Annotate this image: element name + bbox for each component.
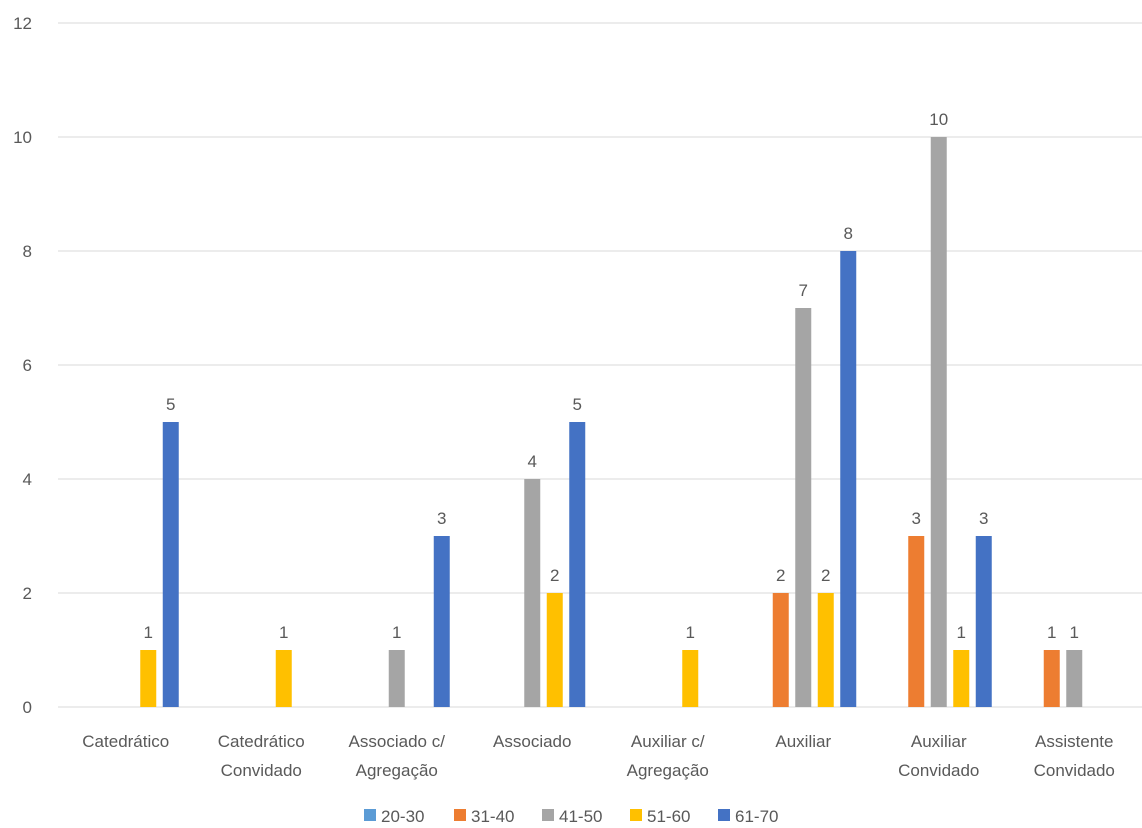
category-label: Convidado [898,761,979,780]
bar [840,251,857,707]
y-axis-tick-labels: 0 2 4 6 8 10 12 [13,14,32,717]
data-label: 5 [573,395,582,414]
bar [772,593,789,707]
y-tick-label: 10 [13,128,32,147]
bar [975,536,992,707]
bar [1066,650,1083,707]
data-label: 10 [929,110,948,129]
y-tick-label: 4 [23,470,32,489]
legend-item: 61-70 [718,807,778,826]
y-tick-label: 8 [23,242,32,261]
category-label: Auxiliar [775,732,831,751]
data-label: 1 [392,623,401,642]
legend-item: 20-30 [364,807,424,826]
category-labels: Catedrático Catedrático Convidado Associado… [82,732,1115,780]
data-label: 3 [979,509,988,528]
category-label: Convidado [221,761,302,780]
data-label: 3 [437,509,446,528]
bar [546,593,563,707]
category-label: Agregação [356,761,438,780]
data-label: 1 [144,623,153,642]
legend-item: 51-60 [630,807,690,826]
bar [524,479,541,707]
legend-swatch [718,809,730,821]
category-label: Assistente [1035,732,1113,751]
legend-item: 41-50 [542,807,602,826]
data-label: 5 [166,395,175,414]
bar [682,650,699,707]
bar [162,422,179,707]
legend-swatch [454,809,466,821]
data-label: 4 [528,452,537,471]
category-label: Auxiliar c/ [631,732,705,751]
legend-label: 31-40 [471,807,514,826]
category-label: Auxiliar [911,732,967,751]
data-label: 3 [912,509,921,528]
bar [433,536,450,707]
data-label: 1 [686,623,695,642]
bar [388,650,405,707]
bars [140,137,1083,707]
bar [930,137,947,707]
bar [569,422,586,707]
data-label: 1 [1070,623,1079,642]
y-tick-label: 2 [23,584,32,603]
bar [795,308,812,707]
category-label: Associado [493,732,571,751]
legend-item: 31-40 [454,807,514,826]
data-label: 8 [844,224,853,243]
category-label: Associado c/ [349,732,446,751]
gridlines [58,22,1142,708]
bar [140,650,157,707]
y-tick-label: 0 [23,698,32,717]
category-label: Catedrático [218,732,305,751]
data-label: 2 [821,566,830,585]
data-label: 7 [799,281,808,300]
data-label: 1 [1047,623,1056,642]
category-label: Convidado [1034,761,1115,780]
legend-swatch [630,809,642,821]
bar [1043,650,1060,707]
category-label: Catedrático [82,732,169,751]
legend-swatch [364,809,376,821]
legend-label: 20-30 [381,807,424,826]
legend: 20-30 31-40 41-50 51-60 61-70 [364,807,778,826]
bar [275,650,292,707]
bar [908,536,925,707]
y-tick-label: 6 [23,356,32,375]
data-label: 2 [550,566,559,585]
category-label: Agregação [627,761,709,780]
legend-swatch [542,809,554,821]
bar [817,593,834,707]
data-label: 1 [957,623,966,642]
bar [953,650,970,707]
legend-label: 51-60 [647,807,690,826]
legend-label: 41-50 [559,807,602,826]
data-label: 1 [279,623,288,642]
data-label: 2 [776,566,785,585]
legend-label: 61-70 [735,807,778,826]
y-tick-label: 12 [13,14,32,33]
